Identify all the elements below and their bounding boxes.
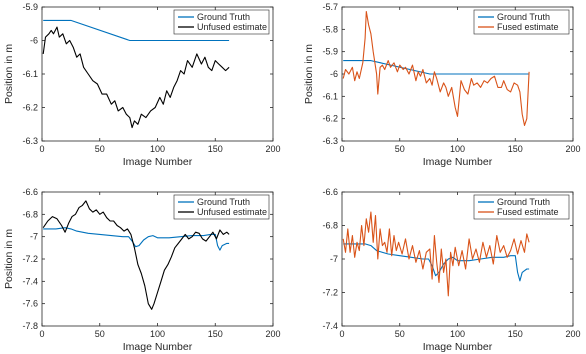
legend-box	[473, 9, 570, 35]
x-tick-label: 0	[339, 144, 344, 154]
legend-entry: Fused estimate	[497, 207, 559, 217]
y-tick-label: -7	[330, 254, 338, 264]
y-tick-label: -6	[330, 69, 338, 79]
y-tick-label: -5.8	[322, 24, 338, 34]
x-axis-label: Image Number	[423, 341, 493, 353]
series-line-2	[342, 10, 530, 126]
subplot-4: 0 50 100 150 200 -6.6 -6.8 -7 -7.2 -7.4 Image Numb…	[322, 187, 580, 353]
y-tick-label: -6	[30, 36, 38, 46]
legend-entry: Ground Truth	[497, 197, 550, 207]
x-tick-label: 150	[508, 329, 523, 339]
x-tick-label: 200	[565, 144, 580, 154]
y-tick-label: -7.8	[22, 321, 38, 331]
subplot-3: 0 50 100 150 200 -6.6 -6.8 -7 -7.2 -7.4 -7.6 -7.8 Im…	[3, 187, 281, 353]
x-tick-label: 50	[95, 329, 105, 339]
y-axis-label: Position in m	[3, 229, 15, 289]
legend-entry: Ground Truth	[197, 12, 250, 22]
y-tick-label: -5.9	[22, 2, 38, 12]
series-line-1	[43, 227, 230, 251]
x-tick-label: 150	[208, 144, 223, 154]
y-tick-label: -6.1	[22, 69, 38, 79]
x-tick-label: 100	[150, 144, 165, 154]
y-tick-label: -6.8	[322, 221, 338, 231]
x-tick-label: 200	[565, 329, 580, 339]
x-tick-label: 150	[208, 329, 223, 339]
series-line-2	[42, 200, 230, 310]
series-line-1	[43, 19, 230, 42]
x-tick-label: 100	[450, 329, 465, 339]
y-tick-label: -6.6	[22, 187, 38, 197]
x-tick-label: 100	[450, 144, 465, 154]
legend-entry: Unfused estimate	[197, 207, 267, 217]
y-axis-label: Position in m	[3, 44, 15, 104]
series-line-1	[343, 60, 530, 75]
y-tick-label: -7.4	[322, 321, 338, 331]
x-tick-label: 200	[265, 144, 280, 154]
y-tick-label: -7.2	[22, 254, 38, 264]
x-tick-label: 0	[39, 329, 44, 339]
legend-box	[473, 194, 570, 220]
x-axis-label: Image Number	[123, 156, 193, 168]
x-tick-label: 100	[150, 329, 165, 339]
series-line-2	[42, 26, 230, 129]
y-tick-label: -6.3	[22, 136, 38, 146]
legend-entry: Ground Truth	[197, 197, 250, 207]
y-tick-label: -7.2	[322, 288, 338, 298]
x-tick-label: 50	[395, 144, 405, 154]
series-line-2	[342, 211, 530, 297]
y-tick-label: -6.2	[322, 114, 338, 124]
y-tick-label: -5.9	[322, 47, 338, 57]
legend-box	[173, 9, 270, 35]
y-tick-label: -5.7	[322, 2, 338, 12]
y-tick-label: -6.8	[22, 209, 38, 219]
x-tick-label: 200	[265, 329, 280, 339]
x-tick-label: 50	[95, 144, 105, 154]
legend-entry: Fused estimate	[497, 22, 559, 32]
x-tick-label: 150	[508, 144, 523, 154]
x-tick-label: 0	[339, 329, 344, 339]
subplot-2: 0 50 100 150 200 -5.7 -5.8 -5.9 -6 -6.1 -6.2 -6.3 Im…	[303, 2, 581, 168]
legend-entry: Ground Truth	[497, 12, 550, 22]
x-axis-label: Image Number	[123, 341, 193, 353]
x-axis-label: Image Number	[423, 156, 493, 168]
y-tick-label: -7.6	[22, 299, 38, 309]
y-tick-label: -7.4	[22, 276, 38, 286]
y-tick-label: -6.6	[322, 187, 338, 197]
subplot-1: 0 50 100 150 200 -5.9 -6 -6.1 -6.2 -6.3 Image Numb…	[3, 2, 281, 168]
legend-box	[173, 194, 270, 220]
x-tick-label: 0	[39, 144, 44, 154]
y-tick-label: -6.1	[322, 91, 338, 101]
y-tick-label: -7	[30, 232, 38, 242]
y-axis-label: Position in m	[303, 44, 315, 104]
y-tick-label: -6.2	[22, 103, 38, 113]
legend-entry: Unfused estimate	[197, 22, 267, 32]
y-tick-label: -6.3	[322, 136, 338, 146]
x-tick-label: 50	[395, 329, 405, 339]
